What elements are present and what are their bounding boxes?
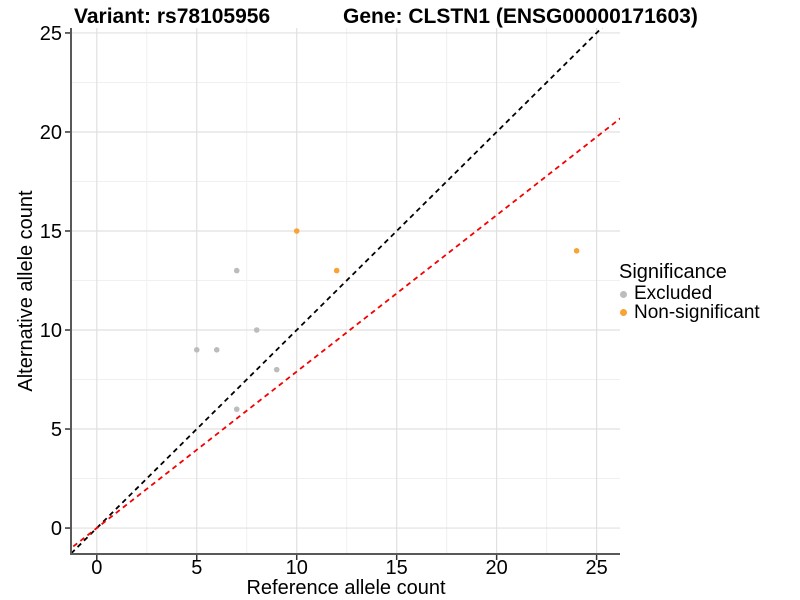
y-axis-title: Alternative allele count [15,190,37,392]
legend-entry-label: Non-significant [634,301,760,323]
x-tick-label: 0 [91,557,102,579]
y-tick-label: 0 [51,518,62,540]
x-tick-label: 25 [585,557,607,579]
legend-entry-excluded: Excluded [619,283,760,305]
legend-entry-non-significant: Non-significant [619,301,760,323]
identity-line [72,28,603,553]
data-point-excluded [233,267,240,274]
data-point-excluded [213,347,220,353]
x-tick-label: 15 [386,557,408,579]
gene-title: Gene: CLSTN1 (ENSG00000171603) [343,5,698,28]
y-tick-label: 15 [40,221,62,243]
legend-entry-label: Excluded [634,283,713,305]
expected-ratio-line [72,117,620,549]
data-point-excluded [233,406,240,413]
excluded-dot-icon [620,290,627,298]
data-point-excluded [253,327,260,333]
x-tick-label: 20 [486,557,508,579]
data-point-excluded [273,366,280,373]
x-tick-label: 5 [191,557,202,579]
x-tick-label: 10 [286,557,308,579]
data-point-non-significant [293,228,300,234]
reference-lines [72,28,620,553]
x-axis-title: Reference allele count [246,577,446,599]
data-point-non-significant [333,267,340,274]
y-tick-label: 10 [40,320,62,342]
y-tick-label: 25 [40,23,62,45]
non-significant-dot-icon [620,309,627,317]
data-point-non-significant [573,247,580,254]
y-tick-label: 20 [40,122,62,144]
y-tick-label: 5 [51,419,62,441]
data-point-excluded [193,347,200,353]
variant-title: Variant: rs78105956 [74,5,271,28]
legend: Significance Excluded Non-significant [619,261,760,323]
legend-title: Significance [619,261,727,283]
